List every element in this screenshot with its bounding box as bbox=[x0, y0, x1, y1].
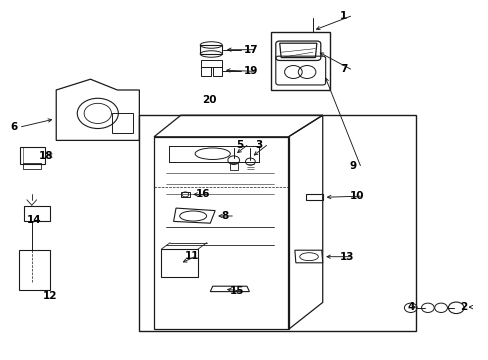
Text: 5: 5 bbox=[236, 140, 243, 150]
Text: 2: 2 bbox=[459, 302, 466, 312]
Bar bbox=[161, 249, 198, 277]
Text: 17: 17 bbox=[243, 45, 258, 55]
Bar bbox=[24, 206, 50, 221]
Bar bbox=[20, 147, 45, 164]
Text: 16: 16 bbox=[195, 189, 210, 199]
Text: 3: 3 bbox=[255, 140, 263, 150]
Bar bbox=[19, 250, 50, 290]
Text: 6: 6 bbox=[11, 122, 18, 132]
Bar bbox=[181, 192, 189, 197]
Bar bbox=[271, 32, 329, 90]
Text: 20: 20 bbox=[202, 95, 216, 105]
Bar bbox=[23, 163, 41, 169]
Text: 13: 13 bbox=[339, 252, 354, 262]
Text: 15: 15 bbox=[229, 286, 244, 296]
Text: 11: 11 bbox=[184, 251, 199, 261]
Text: 8: 8 bbox=[221, 211, 228, 221]
Text: 18: 18 bbox=[39, 150, 54, 161]
Text: 12: 12 bbox=[43, 291, 58, 301]
Text: 10: 10 bbox=[349, 191, 364, 201]
Bar bbox=[139, 115, 415, 331]
Text: 7: 7 bbox=[339, 64, 346, 74]
Text: 19: 19 bbox=[243, 66, 257, 76]
Bar bbox=[112, 113, 133, 133]
Text: 14: 14 bbox=[27, 215, 41, 225]
Bar bbox=[212, 67, 222, 76]
Bar bbox=[201, 67, 211, 76]
Text: 9: 9 bbox=[349, 161, 356, 171]
Text: 1: 1 bbox=[339, 11, 346, 21]
Text: 4: 4 bbox=[407, 302, 414, 312]
Bar bbox=[201, 60, 222, 67]
Bar bbox=[229, 163, 237, 170]
